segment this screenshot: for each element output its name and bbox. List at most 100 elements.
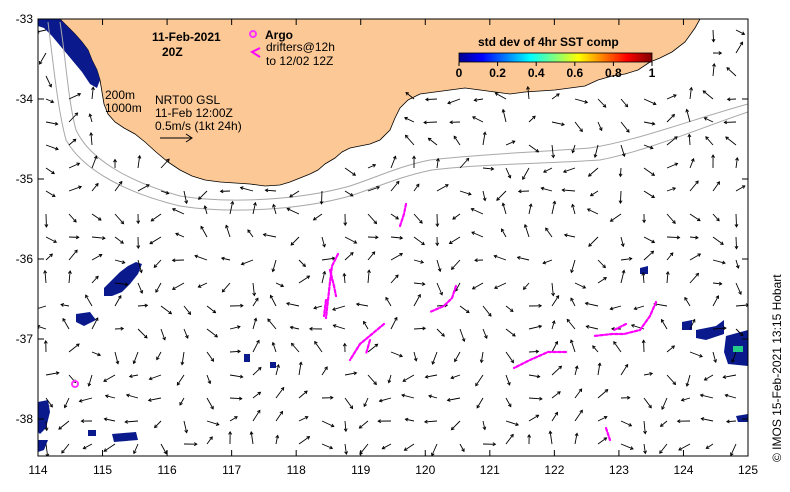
current-vector-head <box>395 180 400 185</box>
current-vector-head <box>528 203 533 208</box>
current-vector <box>542 259 553 264</box>
current-vector-head <box>741 185 746 189</box>
current-vector <box>735 157 738 169</box>
current-vector <box>39 52 47 65</box>
product-label: NRT00 GSL <box>155 93 220 107</box>
current-vector <box>263 233 277 238</box>
current-vector-head <box>271 341 276 346</box>
current-vector-head <box>624 363 629 368</box>
current-vector-head <box>437 268 442 273</box>
current-vector-head <box>512 333 516 337</box>
current-vector-head <box>87 382 92 387</box>
current-vector <box>562 189 576 192</box>
current-vector <box>45 236 57 243</box>
current-vector-head <box>689 86 694 91</box>
current-vector <box>390 253 403 261</box>
current-vector-head <box>322 270 327 275</box>
argo-legend-icon <box>249 30 257 38</box>
current-vector <box>85 294 93 307</box>
x-tick-label: 124 <box>673 463 693 477</box>
current-vector-head <box>271 268 276 273</box>
current-vector-head <box>588 243 592 247</box>
current-vector <box>252 410 261 422</box>
current-vector-head <box>538 303 543 308</box>
current-vector <box>272 342 277 353</box>
current-vector <box>286 302 300 307</box>
current-vector <box>390 236 403 239</box>
current-vector <box>103 374 116 382</box>
current-vector <box>45 167 55 174</box>
current-vector-head <box>298 361 303 366</box>
current-vector <box>222 282 231 293</box>
current-vector <box>574 282 586 289</box>
current-vector <box>528 374 540 378</box>
current-vector-head <box>447 100 451 105</box>
current-vector <box>179 397 185 406</box>
current-vector-head <box>166 158 170 163</box>
current-vector <box>252 340 260 353</box>
current-vector <box>528 203 532 215</box>
current-vector-head <box>413 357 418 362</box>
current-vector <box>643 190 655 198</box>
current-vector <box>114 259 125 264</box>
current-vector <box>689 158 695 169</box>
current-vector <box>183 190 188 204</box>
current-vector <box>642 272 645 284</box>
current-vector-head <box>51 193 56 197</box>
current-vector-head <box>649 145 654 150</box>
current-vector <box>363 397 369 407</box>
credit-label: © IMOS 15-Feb-2021 13:15 Hobart <box>770 274 784 462</box>
current-vector <box>643 250 654 261</box>
current-vector <box>454 351 461 362</box>
current-vector <box>666 271 669 284</box>
current-vector <box>666 94 677 100</box>
current-vector <box>88 374 93 387</box>
current-vector <box>298 436 310 445</box>
current-vector <box>528 325 542 330</box>
current-vector <box>597 277 607 284</box>
current-vector-head <box>289 193 293 198</box>
current-vector <box>150 213 162 222</box>
current-vector <box>452 213 461 220</box>
current-vector <box>64 397 70 408</box>
current-vector-head <box>332 324 337 328</box>
current-vector <box>735 213 737 227</box>
current-vector <box>712 351 717 363</box>
current-vector-head <box>484 335 488 339</box>
current-vector-head <box>139 290 144 294</box>
current-vector <box>678 443 691 451</box>
current-vector-head <box>522 176 526 181</box>
current-vector <box>494 282 507 289</box>
sst-patch <box>640 266 648 274</box>
current-vector <box>240 187 254 192</box>
current-vector-head <box>355 302 360 307</box>
current-vector-head <box>561 188 566 193</box>
current-vector-head <box>628 256 633 261</box>
current-vector-head <box>247 229 251 233</box>
current-vector-head <box>58 426 62 430</box>
current-vector <box>723 374 737 378</box>
current-vector <box>551 320 555 330</box>
current-vector-head <box>234 416 238 420</box>
current-vector-head <box>642 219 647 224</box>
current-vector-head <box>738 291 742 295</box>
current-vector-head <box>319 201 324 205</box>
current-vector-head <box>633 306 638 311</box>
current-vector-head <box>128 374 133 379</box>
current-vector <box>204 205 208 215</box>
current-vector-head <box>353 240 358 244</box>
current-vector <box>597 437 607 445</box>
current-vector-head <box>60 303 65 307</box>
current-vector <box>528 414 539 422</box>
argo-float-marker <box>71 380 79 388</box>
current-vector <box>597 98 607 108</box>
current-vector <box>574 433 578 445</box>
current-vector-head <box>50 99 55 104</box>
current-vector-head <box>450 426 455 431</box>
current-vector-head <box>121 260 126 264</box>
current-vector <box>425 98 438 101</box>
current-vector-head <box>395 274 399 279</box>
current-vector <box>198 190 208 200</box>
current-vector <box>735 29 745 35</box>
current-vector-head <box>373 220 378 225</box>
